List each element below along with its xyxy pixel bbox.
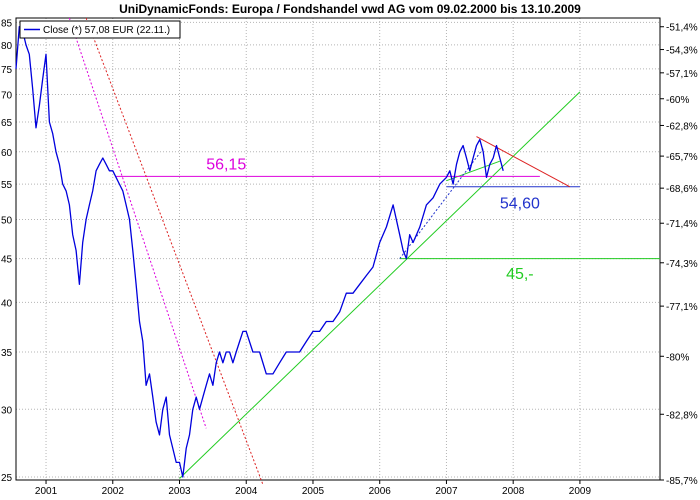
y-tick-label-left: 45 [1,255,13,266]
level-45-label: 45,- [506,266,534,283]
y-tick-label-right: -80% [666,352,689,363]
x-tick-label: 2006 [369,486,392,497]
y-tick-label-right: -77,1% [666,302,698,313]
support-upper-trendline [446,160,501,182]
legend: Close (*) 57,08 EUR (22.11.) [19,20,181,39]
red-downtrend [476,136,571,188]
red-dotted-downtrend [85,17,264,485]
x-tick-label: 2008 [502,486,525,497]
y-tick-label-left: 70 [1,90,13,101]
y-tick-label-left: 75 [1,65,13,76]
legend-label: Close (*) 57,08 EUR (22.11.) [43,25,170,36]
y-tick-label-right: -57,1% [666,69,698,80]
plot-frame [15,17,661,481]
blue-dotted-channel [399,148,484,259]
axes: 2001 2002 2003 2004 2005 2006 2007 2008 2009 85 80… [1,17,698,497]
y-tick-label-left: 85 [1,18,13,29]
x-tick-label: 2004 [235,486,258,497]
annotations: 56,15 54,60 45,- [206,157,540,283]
y-tick-label-right: -51,4% [666,23,698,34]
magenta-dotted-downtrend [68,17,207,429]
y-tick-label-left: 50 [1,215,13,226]
y-tick-label-left: 55 [1,180,13,191]
grid [16,18,660,480]
y-tick-label-right: -65,7% [666,152,698,163]
x-tick-label: 2002 [102,486,125,497]
y-tick-label-right: -54,3% [666,46,698,57]
chart-title: UniDynamicFonds: Europa / Fondshandel vw… [119,2,581,16]
trendlines [68,17,660,485]
y-tick-label-right: -60% [666,95,689,106]
y-tick-label-left: 35 [1,348,13,359]
y-tick-label-right: -71,4% [666,219,698,230]
x-tick-label: 2009 [569,486,592,497]
y-tick-label-right: -62,8% [666,121,698,132]
legend-box [19,20,181,39]
y-tick-label-left: 65 [1,118,13,129]
y-tick-label-right: -82,8% [666,410,698,421]
y-tick-label-left: 60 [1,148,13,159]
close-series-line [15,26,504,478]
y-tick-label-left: 30 [1,405,13,416]
x-tick-label: 2003 [168,486,191,497]
level-56-15-label: 56,15 [206,157,246,174]
y-tick-label-left: 25 [1,473,13,484]
x-tick-label: 2007 [435,486,458,497]
y-tick-label-right: -74,3% [666,259,698,270]
x-tick-label: 2001 [35,486,58,497]
y-tick-label-right: -85,7% [666,476,698,487]
level-54-60-label: 54,60 [500,196,540,213]
y-tick-label-left: 80 [1,41,13,52]
y-tick-label-right: -68,6% [666,184,698,195]
price-series [15,26,504,478]
y-tick-label-left: 40 [1,298,13,309]
x-tick-label: 2005 [302,486,325,497]
